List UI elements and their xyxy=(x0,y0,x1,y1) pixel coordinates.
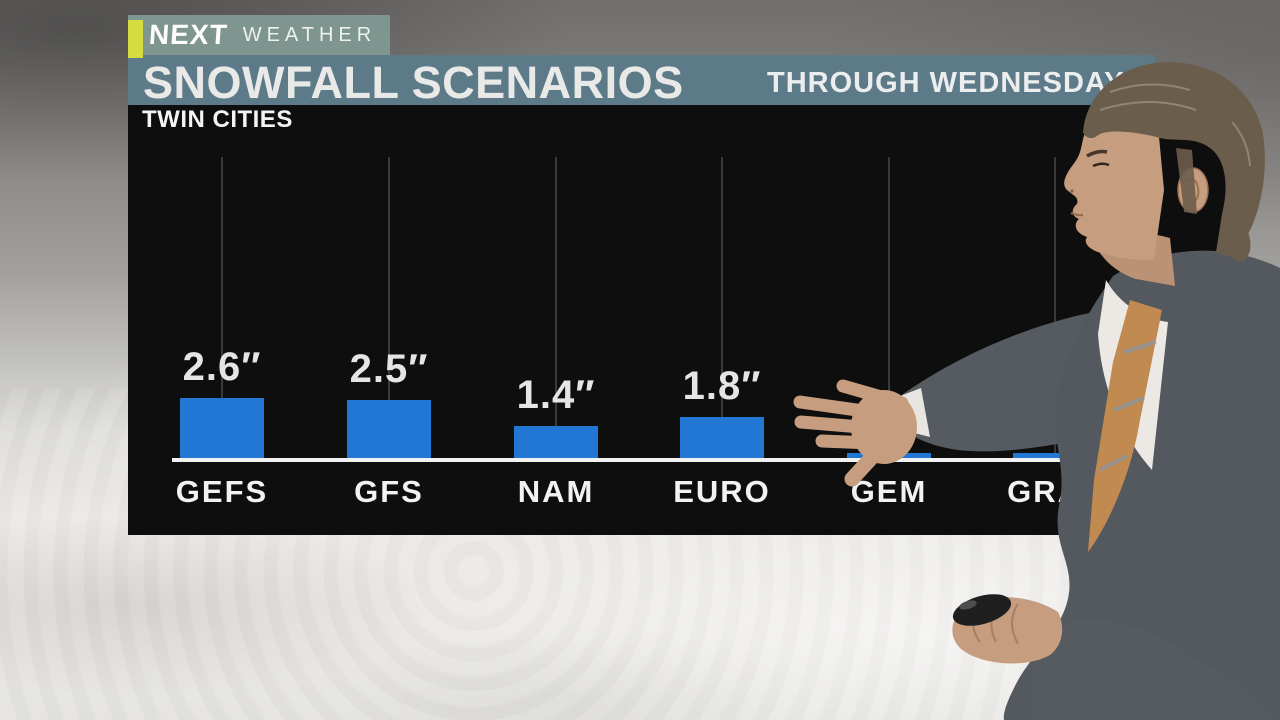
gridline xyxy=(1054,157,1056,458)
value-label-gefs: 2.6″ xyxy=(182,345,262,389)
presenter-eye xyxy=(1092,162,1110,168)
value-label-nam: 1.4″ xyxy=(516,373,596,417)
presenter-face xyxy=(1064,126,1164,260)
category-label-euro: EURO xyxy=(673,474,771,509)
presenter-hair xyxy=(1083,62,1265,234)
gridline xyxy=(721,157,723,458)
value-label-euro: 1.8″ xyxy=(682,364,762,408)
category-label-gefs: GEFS xyxy=(175,474,269,509)
logo-product: WEATHER xyxy=(242,23,377,46)
presenter-hair-highlights xyxy=(1099,83,1251,167)
bar-graf xyxy=(1013,453,1097,458)
bar-gfs xyxy=(347,400,431,458)
bar-gefs xyxy=(180,398,264,458)
presenter-sideburn xyxy=(1176,148,1197,214)
value-label-gfs: 2.5″ xyxy=(349,347,429,391)
presenter-nostril xyxy=(1070,189,1074,193)
chart-title-bar: SNOWFALL SCENARIOS THROUGH WEDNESDAY xyxy=(128,55,1155,108)
forecast-period-label: THROUGH WEDNESDAY xyxy=(767,67,1125,99)
category-label-gfs: GFS xyxy=(354,474,424,509)
category-label-gem: GEM xyxy=(850,474,928,509)
presenter-mouth xyxy=(1070,212,1084,217)
page-title: SNOWFALL SCENARIOS xyxy=(143,57,684,108)
presenter-lower-arm-sleeve xyxy=(1030,619,1276,720)
category-label-nam: NAM xyxy=(517,474,595,509)
logo-accent-bar xyxy=(128,20,143,58)
chart-subtitle: TWIN CITIES xyxy=(142,106,293,133)
gridline xyxy=(555,157,557,458)
bar-nam xyxy=(514,426,598,458)
chart-panel: TWIN CITIES 2.6″ GEFS 2.5″ GFS 1.4″ NAM 1.8″ EU… xyxy=(128,100,1238,535)
presenter-tie xyxy=(1088,300,1162,552)
presenter-palm xyxy=(851,390,917,464)
bar-euro xyxy=(680,417,764,458)
gridline xyxy=(221,157,223,458)
gridline xyxy=(388,157,390,458)
presenter-suit-body xyxy=(1003,250,1280,720)
presenter-hair-back xyxy=(1216,214,1251,262)
next-weather-logo: NEXT WEATHER xyxy=(128,15,390,58)
presentation-remote-highlight xyxy=(959,600,977,610)
x-axis-line xyxy=(172,458,1238,462)
gridline xyxy=(888,157,890,458)
presenter-tie-stripes xyxy=(1099,340,1157,472)
presenter-eyebrow xyxy=(1086,149,1108,158)
